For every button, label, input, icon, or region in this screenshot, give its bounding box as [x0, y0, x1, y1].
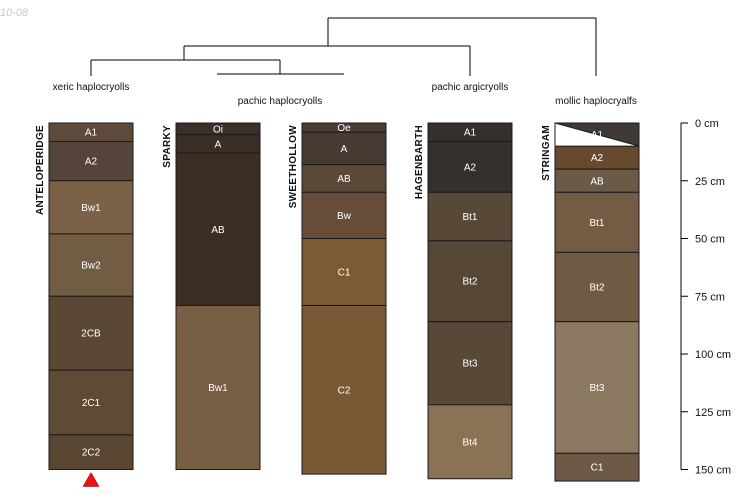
taxon-label: pachic argicryolls	[432, 82, 509, 93]
horizon-bw2	[48, 233, 134, 297]
horizon-label: A1	[464, 128, 477, 139]
profile-sweethollow: Oe A AB Bw C1 C2 SWEETHOLLOW	[288, 122, 387, 475]
horizon-label: C1	[591, 463, 604, 474]
depth-tick-label: 50 cm	[695, 234, 725, 246]
horizon-label: C1	[338, 267, 351, 278]
horizon-bw1	[175, 304, 261, 470]
taxon-label: xeric haplocryolls	[53, 82, 130, 93]
horizon-label: AB	[211, 225, 225, 236]
horizon-label: Bt1	[462, 212, 477, 223]
horizon-label: A2	[464, 162, 477, 173]
horizon-2cb	[48, 295, 134, 371]
horizon-label: 2C2	[82, 448, 101, 459]
taxon-label: mollic haplocryalfs	[555, 96, 637, 107]
corner-text: 10-08	[0, 7, 29, 19]
taxon-label: pachic haplocryolls	[238, 96, 323, 107]
horizon-label: Bt3	[589, 383, 604, 394]
profile-hagenbarth: A1 A2 Bt1 Bt2 Bt3 Bt4 HAGENBARTH	[414, 122, 513, 480]
horizon-c1	[554, 452, 640, 482]
horizon-label: A	[341, 144, 348, 155]
horizon-bt3	[554, 321, 640, 454]
profile-name: STRINGAM	[541, 125, 552, 181]
horizon-2c1	[48, 369, 134, 436]
horizon-label: C2	[338, 385, 351, 396]
horizon-bt1	[427, 191, 513, 242]
depth-tick-label: 75 cm	[695, 291, 725, 303]
horizon-label: Bt2	[589, 283, 604, 294]
horizon-label: A2	[85, 157, 98, 168]
profile-name: ANTELOPERIDGE	[35, 125, 46, 215]
profile-sparky: Oi A AB Bw1 SPARKY	[162, 122, 261, 470]
horizon-label: Bw1	[81, 203, 101, 214]
horizon-c2	[301, 304, 387, 475]
horizon-label: Bw2	[81, 261, 101, 272]
horizon-2c2	[48, 434, 134, 471]
bottom-marker-icon	[82, 471, 100, 487]
horizon-label: Oe	[337, 123, 351, 134]
horizon-label: Oi	[213, 124, 223, 135]
horizon-c1	[301, 238, 387, 306]
horizon-label: Bw1	[208, 383, 228, 394]
horizon-bt3	[427, 321, 513, 406]
profiles-group: A1 A2 Bw1 Bw2 2CB 2C1 2C2 ANTELOPERIDGE Oi A AB Bw1…	[35, 120, 640, 487]
horizon-ab	[301, 164, 387, 193]
horizon-label: A2	[591, 153, 604, 164]
horizon-ab	[175, 152, 261, 306]
dendrogram	[90, 17, 597, 76]
horizon-label: Bt4	[462, 437, 477, 448]
depth-tick-label: 125 cm	[695, 407, 731, 419]
horizon-bw1	[48, 180, 134, 235]
profile-stringam: OiA2ABBt1Bt2Bt3C1A1STRINGAM	[541, 120, 640, 482]
horizon-label: 2CB	[81, 329, 101, 340]
horizon-label: 2C1	[82, 398, 101, 409]
horizon-boundary-wedge	[554, 122, 640, 147]
profile-name: SWEETHOLLOW	[288, 125, 299, 209]
horizon-label: Bt1	[589, 218, 604, 229]
horizon-label: A	[215, 139, 222, 150]
horizon-label: Bt3	[462, 359, 477, 370]
horizon-bt2	[554, 251, 640, 323]
horizon-bt2	[427, 240, 513, 323]
horizon-label: Bw	[337, 211, 352, 222]
horizon-a2	[48, 140, 134, 182]
horizon-label: Bt2	[462, 277, 477, 288]
profile-name: SPARKY	[162, 125, 173, 168]
horizon-label: AB	[337, 174, 351, 185]
horizon-bt4	[427, 404, 513, 480]
horizon-label: A1	[591, 130, 604, 141]
depth-tick-label: 100 cm	[695, 349, 731, 361]
depth-tick-label: 25 cm	[695, 176, 725, 188]
depth-tick-label: 150 cm	[695, 465, 731, 477]
horizon-bt1	[554, 191, 640, 253]
profile-anteloperidge: A1 A2 Bw1 Bw2 2CB 2C1 2C2 ANTELOPERIDGE	[35, 122, 134, 487]
horizon-label: A1	[85, 128, 98, 139]
horizon-bw	[301, 191, 387, 240]
profile-name: HAGENBARTH	[414, 125, 425, 199]
depth-tick-label: 0 cm	[695, 118, 719, 130]
depth-axis: 0 cm 25 cm 50 cm 75 cm 100 cm 125 cm 150 cm	[680, 118, 731, 477]
horizon-label: AB	[590, 176, 604, 187]
horizon-a2	[427, 140, 513, 193]
